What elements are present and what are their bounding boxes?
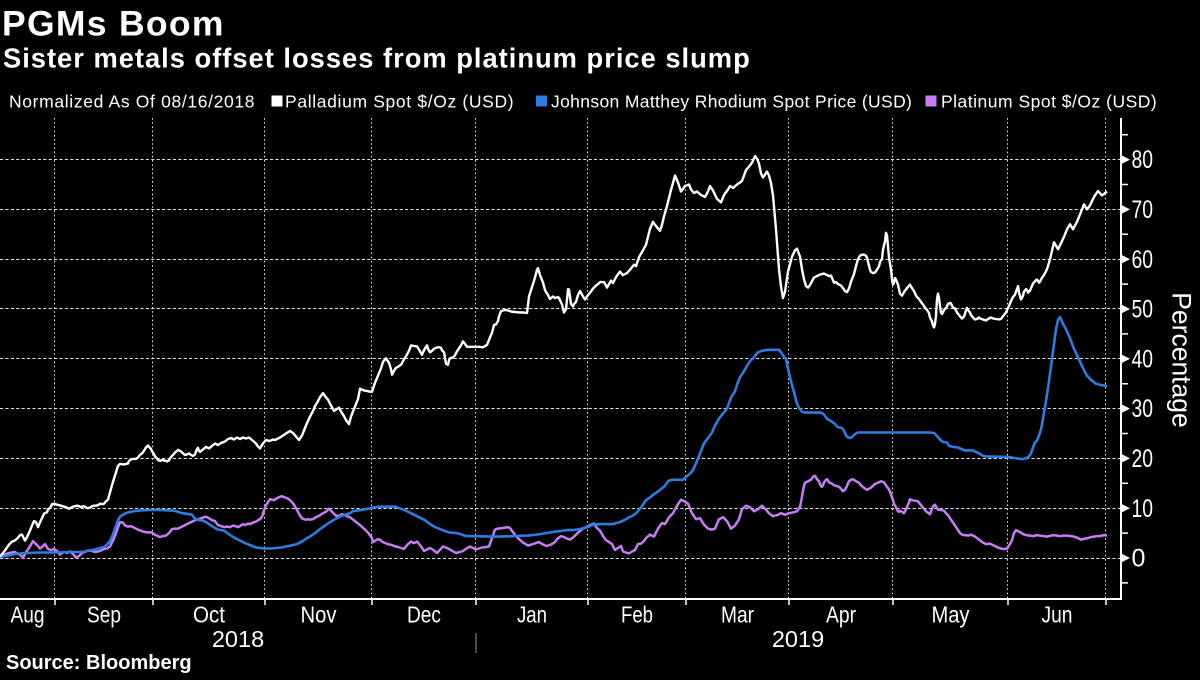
svg-text:Jun: Jun	[1042, 602, 1073, 628]
svg-text:May: May	[932, 602, 970, 628]
svg-text:70: 70	[1132, 196, 1154, 224]
svg-text:30: 30	[1132, 395, 1154, 423]
svg-text:0: 0	[1132, 545, 1146, 573]
svg-text:60: 60	[1132, 246, 1154, 274]
svg-text:Sister metals offset losses fr: Sister metals offset losses from platinu…	[3, 43, 751, 74]
svg-text:Feb: Feb	[621, 602, 653, 628]
svg-text:Dec: Dec	[407, 602, 441, 628]
svg-text:80: 80	[1132, 146, 1154, 174]
svg-text:20: 20	[1132, 445, 1154, 473]
svg-text:Percentage: Percentage	[1167, 292, 1197, 428]
svg-text:50: 50	[1132, 296, 1154, 324]
svg-text:Palladium Spot $/Oz (USD): Palladium Spot $/Oz (USD)	[285, 92, 514, 112]
svg-text:Jan: Jan	[517, 602, 547, 628]
svg-text:Mar: Mar	[721, 602, 754, 628]
svg-text:Nov: Nov	[301, 602, 337, 628]
svg-text:Sep: Sep	[87, 602, 121, 628]
svg-text:Johnson Matthey Rhodium Spot P: Johnson Matthey Rhodium Spot Price (USD)	[551, 92, 912, 112]
svg-text:Apr: Apr	[826, 602, 856, 628]
svg-text:Platinum Spot $/Oz (USD): Platinum Spot $/Oz (USD)	[941, 92, 1157, 112]
svg-text:PGMs Boom: PGMs Boom	[2, 4, 225, 44]
svg-text:Normalized As Of 08/16/2018: Normalized As Of 08/16/2018	[9, 92, 255, 112]
svg-text:2019: 2019	[772, 626, 824, 652]
svg-text:2018: 2018	[212, 626, 264, 652]
svg-text:40: 40	[1132, 345, 1154, 373]
svg-text:Source: Bloomberg: Source: Bloomberg	[6, 652, 192, 674]
svg-text:Oct: Oct	[193, 602, 225, 628]
svg-text:10: 10	[1132, 495, 1154, 523]
svg-text:Aug: Aug	[11, 602, 45, 628]
